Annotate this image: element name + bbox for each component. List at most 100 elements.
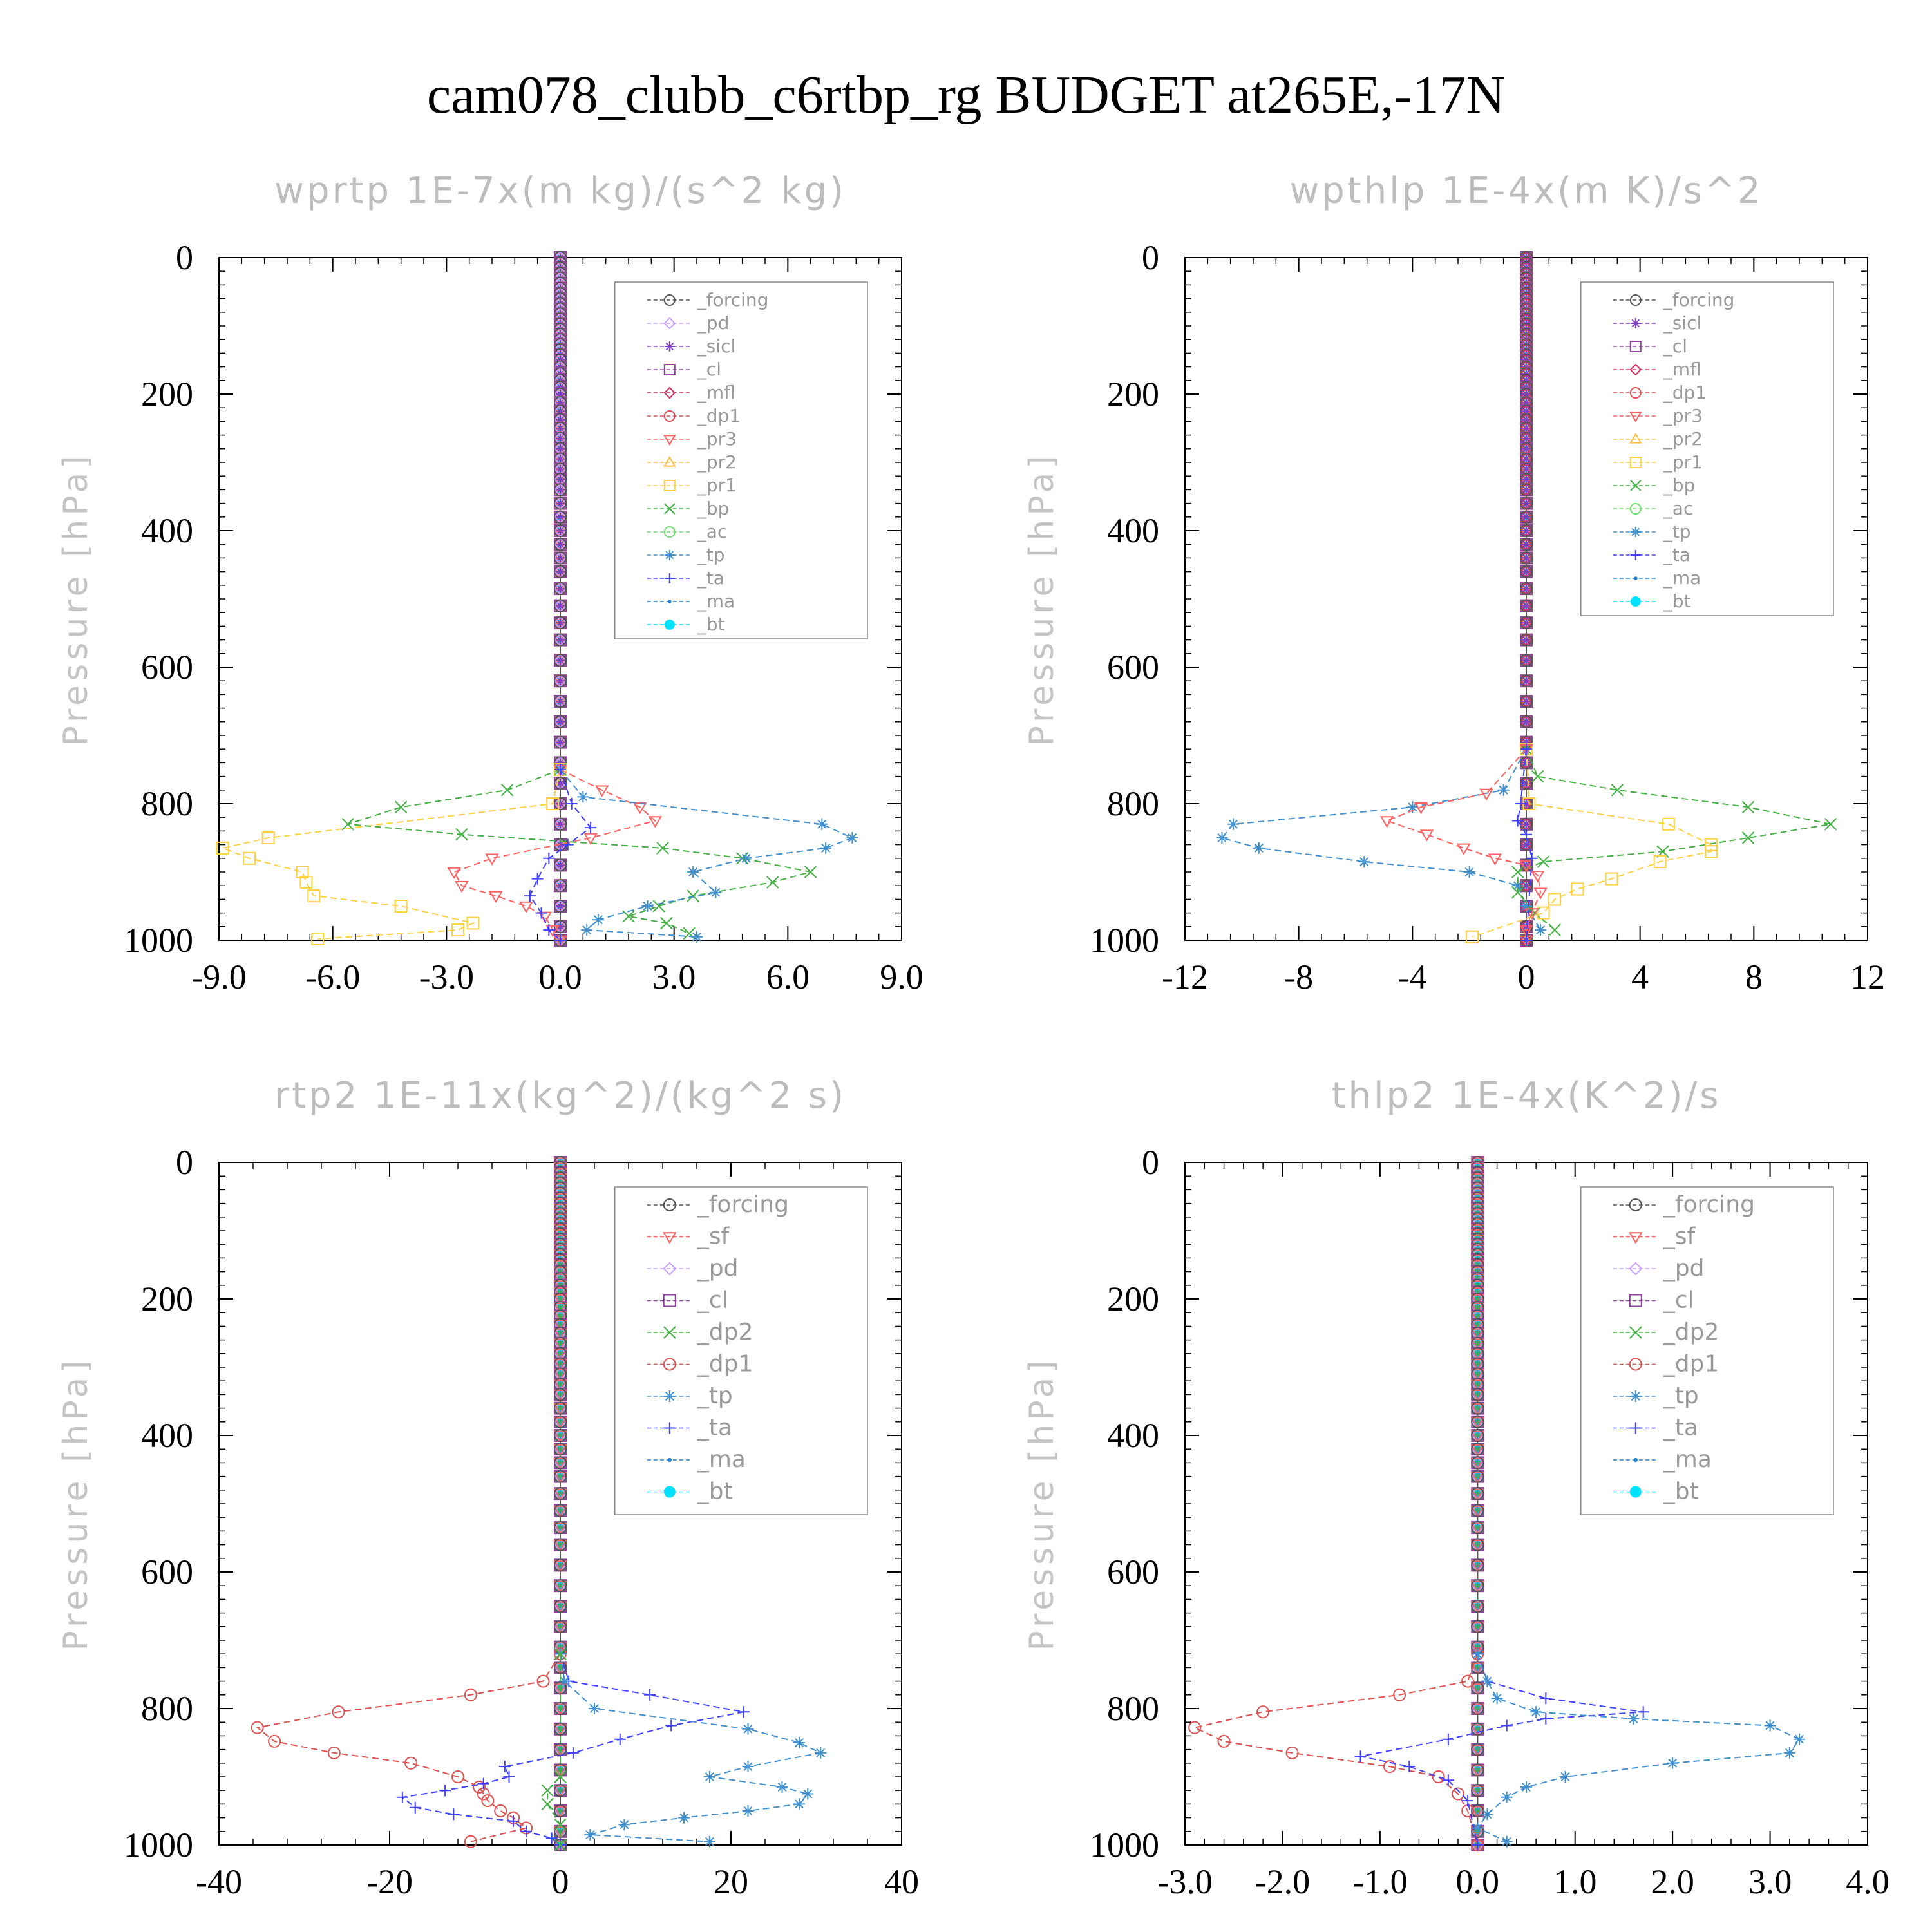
legend-label: _pd: [697, 312, 730, 334]
legend-label: _bt: [697, 1479, 733, 1505]
series-line: [347, 769, 811, 934]
marker: [1540, 1692, 1552, 1705]
x-tick-label: -20: [366, 1862, 413, 1901]
marker: [1471, 1487, 1484, 1501]
series-line: [529, 769, 592, 941]
chart-panel: rtp2 1E-11x(kg^2)/(kg^2 s) Pressure [hPa]…: [57, 1075, 919, 1901]
marker: [815, 1747, 827, 1759]
legend-label: _cl: [697, 1287, 728, 1314]
marker: [1520, 538, 1532, 551]
legend-label: _dp1: [697, 1351, 753, 1378]
marker: [1253, 842, 1265, 854]
marker: [1634, 576, 1638, 580]
marker: [1520, 583, 1532, 595]
marker: [554, 616, 567, 630]
marker: [1501, 1791, 1513, 1803]
marker: [1520, 634, 1532, 646]
marker: [1471, 1579, 1484, 1593]
marker: [1471, 1702, 1484, 1715]
marker: [554, 413, 566, 426]
marker: [1629, 457, 1642, 468]
marker: [1525, 908, 1539, 920]
marker: [546, 797, 560, 810]
legend-label: _pd: [1663, 1255, 1705, 1282]
legend-label: _sicl: [697, 336, 736, 357]
marker: [554, 858, 567, 872]
marker: [1466, 930, 1479, 943]
marker: [1520, 497, 1532, 509]
marker: [1393, 1688, 1406, 1701]
marker: [663, 435, 676, 446]
legend-label: _forcing: [697, 289, 769, 310]
marker: [553, 1403, 567, 1416]
marker: [1471, 1681, 1484, 1695]
y-tick-label: 600: [141, 648, 193, 687]
y-tick-label: 1000: [124, 1826, 193, 1864]
marker: [553, 1622, 567, 1634]
series-line: [453, 769, 657, 941]
marker: [1470, 1328, 1485, 1340]
marker: [1470, 1430, 1485, 1443]
plot-frame: [1184, 1162, 1868, 1846]
marker: [1216, 832, 1228, 844]
x-tick-label: 3.0: [652, 958, 696, 996]
marker: [664, 620, 675, 630]
x-tick-label: 0: [1518, 958, 1535, 996]
marker: [554, 599, 567, 612]
legend-label: _pd: [697, 1255, 739, 1282]
marker: [1471, 1538, 1484, 1551]
marker: [554, 633, 567, 647]
marker: [656, 842, 669, 855]
marker: [554, 736, 566, 748]
marker: [554, 1415, 567, 1428]
marker: [1629, 1232, 1643, 1244]
marker: [543, 852, 555, 864]
marker: [1520, 1781, 1532, 1793]
marker: [409, 1801, 421, 1814]
marker: [1379, 816, 1394, 828]
marker: [1630, 480, 1642, 491]
marker: [553, 1338, 567, 1350]
y-tick-label: 800: [1107, 1689, 1159, 1728]
chart-panel: wpthlp 1E-4x(m K)/s^2 Pressure [hPa] 0 200 4…: [1023, 170, 1885, 996]
marker: [535, 907, 547, 919]
y-tick-label: 400: [1107, 1416, 1159, 1455]
marker: [307, 889, 321, 903]
marker: [554, 497, 567, 510]
marker: [793, 1737, 805, 1748]
marker: [216, 841, 229, 855]
marker: [553, 1601, 567, 1613]
marker: [1705, 845, 1718, 858]
marker: [562, 838, 574, 851]
marker: [553, 1506, 567, 1518]
chart-panel: thlp2 1E-4x(K^2)/s Pressure [hPa] 0 200 400 6…: [1023, 1075, 1889, 1901]
marker: [663, 1390, 676, 1402]
marker: [554, 1681, 567, 1695]
marker: [489, 891, 503, 904]
marker: [1520, 674, 1533, 688]
marker: [567, 1747, 579, 1759]
marker: [554, 617, 566, 629]
marker: [554, 510, 567, 524]
y-tick-label: 200: [141, 375, 193, 413]
series-line: [1360, 1653, 1643, 1846]
x-tick-label: 20: [714, 1862, 748, 1901]
marker: [554, 1702, 567, 1715]
marker: [664, 573, 675, 583]
marker: [1520, 777, 1532, 790]
y-tick-label: 800: [141, 784, 193, 823]
marker: [553, 1390, 567, 1402]
legend-label: _dp1: [1663, 382, 1707, 403]
marker: [404, 1756, 418, 1770]
marker: [618, 1819, 630, 1831]
marker: [1520, 736, 1532, 748]
marker: [553, 1703, 567, 1716]
marker: [1488, 853, 1502, 866]
marker: [1520, 777, 1533, 790]
marker: [1520, 422, 1532, 434]
series-tp: [554, 1648, 827, 1848]
marker: [554, 1818, 567, 1831]
marker: [1470, 1390, 1485, 1402]
marker: [543, 924, 555, 936]
marker: [802, 1788, 814, 1800]
